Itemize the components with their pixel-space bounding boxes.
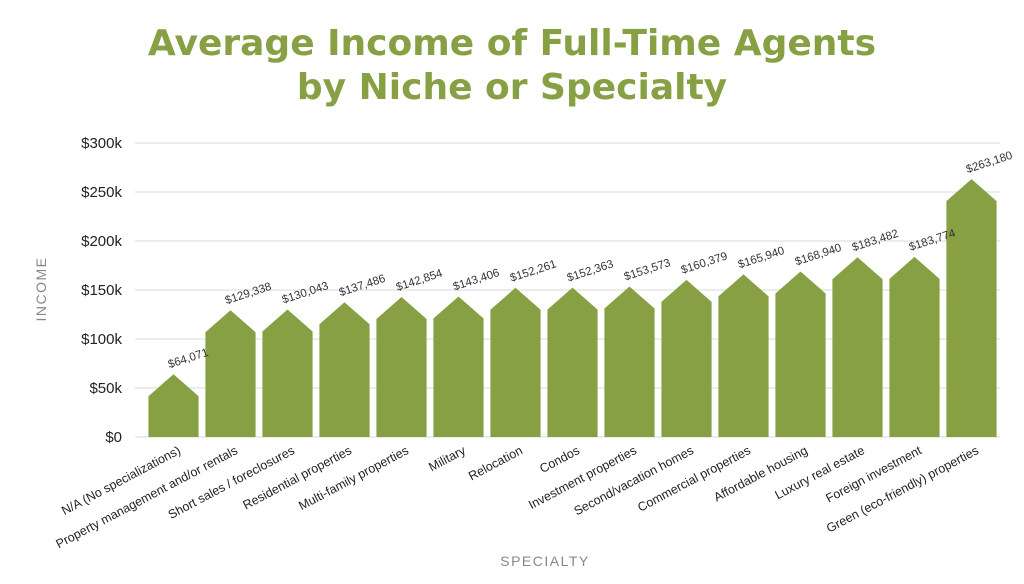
x-tick-label: Relocation — [466, 443, 525, 483]
x-axis-ticks: N/A (No specializations)Property managem… — [54, 443, 981, 551]
y-tick-label: $200k — [81, 233, 122, 250]
bar — [205, 310, 256, 437]
y-tick-label: $300k — [81, 135, 122, 152]
bar — [547, 287, 598, 437]
y-tick-label: $50k — [89, 380, 122, 397]
bar — [490, 287, 541, 437]
bar — [718, 274, 769, 437]
data-label: $129,338 — [224, 281, 273, 307]
data-label: $152,261 — [509, 258, 558, 284]
data-label: $137,486 — [338, 273, 387, 299]
y-axis-label: INCOME — [33, 257, 49, 322]
bar — [148, 374, 199, 437]
bar — [262, 309, 313, 437]
chart-title-line-2: by Niche or Specialty — [296, 67, 728, 108]
x-axis-label: SPECIALTY — [500, 553, 590, 569]
y-tick-label: $0 — [105, 429, 122, 446]
x-tick-label: Multi-family properties — [296, 443, 411, 513]
bar — [376, 297, 427, 437]
data-label: $130,043 — [281, 280, 330, 306]
y-tick-label: $250k — [81, 184, 122, 201]
bar — [946, 179, 997, 437]
bar — [832, 257, 883, 437]
x-tick-label: Affordable housing — [711, 443, 809, 504]
bar — [775, 271, 826, 437]
bar — [433, 296, 484, 437]
y-tick-label: $100k — [81, 331, 122, 348]
data-label: $168,940 — [794, 242, 843, 268]
chart-title: Average Income of Full-Time Agents by Ni… — [0, 22, 1024, 110]
data-label: $183,482 — [851, 228, 900, 254]
bar — [889, 256, 940, 437]
bar — [319, 302, 370, 437]
bar — [661, 279, 712, 437]
data-label: $153,573 — [623, 257, 672, 283]
data-label: $143,406 — [452, 267, 501, 293]
data-label: $64,071 — [167, 347, 210, 371]
data-label: $165,940 — [737, 245, 786, 271]
chart-title-line-1: Average Income of Full-Time Agents — [147, 23, 877, 64]
y-tick-label: $150k — [81, 282, 122, 299]
data-label: $160,379 — [680, 250, 729, 276]
bar — [604, 286, 655, 437]
data-label: $263,180 — [965, 150, 1014, 176]
x-tick-label: Condos — [537, 443, 582, 476]
bars — [148, 179, 997, 437]
data-label: $152,363 — [566, 258, 615, 284]
y-axis-ticks: $0 $50k $100k $150k $200k $250k $300k — [81, 135, 122, 446]
x-tick-label: Military — [426, 443, 468, 474]
